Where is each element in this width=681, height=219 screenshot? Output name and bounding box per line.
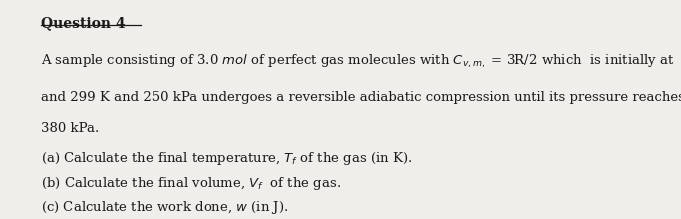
Text: A sample consisting of 3.0 $\it{mol}$ of perfect gas molecules with $C_{v,m,}$ =: A sample consisting of 3.0 $\it{mol}$ of…: [41, 53, 674, 70]
Text: 380 kPa.: 380 kPa.: [41, 122, 99, 135]
Text: and 299 K and 250 kPa undergoes a reversible adiabatic compression until its pre: and 299 K and 250 kPa undergoes a revers…: [41, 91, 681, 104]
Text: Question 4: Question 4: [41, 16, 125, 30]
Text: (c) Calculate the work done, $w$ (in J).: (c) Calculate the work done, $w$ (in J).: [41, 199, 288, 216]
Text: (b) Calculate the final volume, $V_f$  of the gas.: (b) Calculate the final volume, $V_f$ of…: [41, 175, 340, 192]
Text: (a) Calculate the final temperature, $T_f$ of the gas (in K).: (a) Calculate the final temperature, $T_…: [41, 150, 412, 167]
